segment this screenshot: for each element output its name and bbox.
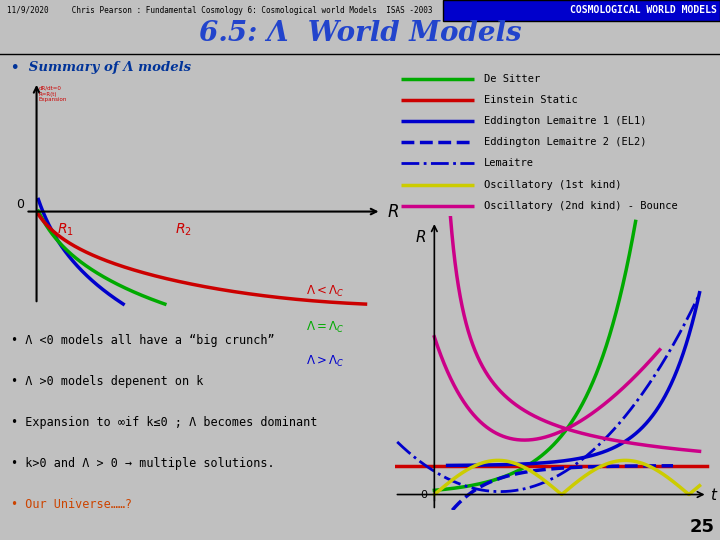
Text: $\Lambda > \Lambda_C$: $\Lambda > \Lambda_C$ xyxy=(306,354,345,369)
Text: Oscillatory (1st kind): Oscillatory (1st kind) xyxy=(484,180,621,190)
Text: • k>0 and Λ > 0 → multiple solutions.: • k>0 and Λ > 0 → multiple solutions. xyxy=(11,457,274,470)
Text: Lemaitre: Lemaitre xyxy=(484,158,534,168)
Text: • Our Universe……?: • Our Universe……? xyxy=(11,498,132,511)
Text: $\Lambda = \Lambda_C$: $\Lambda = \Lambda_C$ xyxy=(306,320,345,335)
FancyBboxPatch shape xyxy=(443,0,720,21)
Text: $R_2$: $R_2$ xyxy=(175,222,192,238)
Text: $R$: $R$ xyxy=(387,202,399,220)
Text: 25: 25 xyxy=(690,517,714,536)
Text: • Expansion to ∞if k≤0 ; Λ becomes dominant: • Expansion to ∞if k≤0 ; Λ becomes domin… xyxy=(11,416,318,429)
Text: dR/dt=0
R=R(t)
Expansion: dR/dt=0 R=R(t) Expansion xyxy=(38,86,67,102)
Text: Einstein Static: Einstein Static xyxy=(484,95,577,105)
Text: $R$: $R$ xyxy=(415,229,426,245)
Text: • Λ <0 models all have a “big crunch”: • Λ <0 models all have a “big crunch” xyxy=(11,334,274,347)
Text: 0: 0 xyxy=(420,490,428,500)
Text: •  Summary of Λ models: • Summary of Λ models xyxy=(11,61,191,74)
Text: Oscillatory (2nd kind) - Bounce: Oscillatory (2nd kind) - Bounce xyxy=(484,201,678,211)
Text: $\Lambda < \Lambda_C$: $\Lambda < \Lambda_C$ xyxy=(306,284,345,299)
Text: Eddington Lemaitre 1 (EL1): Eddington Lemaitre 1 (EL1) xyxy=(484,116,646,126)
Text: COSMOLOGICAL WORLD MODELS: COSMOLOGICAL WORLD MODELS xyxy=(570,5,716,15)
Text: $R_1$: $R_1$ xyxy=(58,222,74,238)
Text: Eddington Lemaitre 2 (EL2): Eddington Lemaitre 2 (EL2) xyxy=(484,137,646,147)
Text: 0: 0 xyxy=(16,198,24,211)
Text: • Λ >0 models depenent on k: • Λ >0 models depenent on k xyxy=(11,375,204,388)
Text: $t$: $t$ xyxy=(710,487,719,503)
Text: 6.5: Λ  World Models: 6.5: Λ World Models xyxy=(199,19,521,46)
Text: 11/9/2020     Chris Pearson : Fundamental Cosmology 6: Cosmological world Models: 11/9/2020 Chris Pearson : Fundamental Co… xyxy=(7,6,433,15)
Text: De Sitter: De Sitter xyxy=(484,73,540,84)
